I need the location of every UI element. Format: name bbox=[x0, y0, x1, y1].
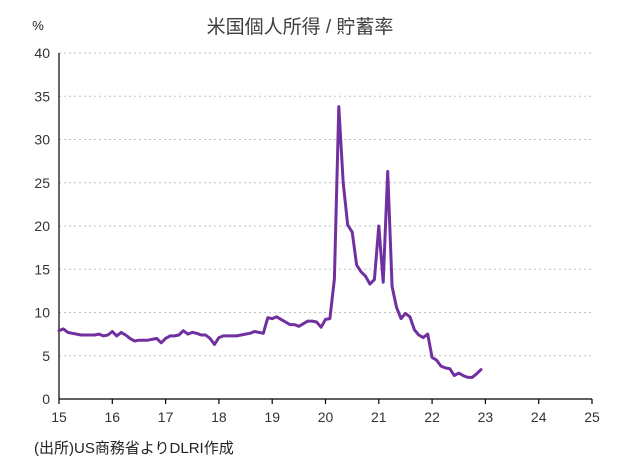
axes bbox=[58, 53, 593, 404]
x-tick-label: 21 bbox=[371, 409, 387, 425]
series bbox=[57, 105, 483, 379]
x-tick-label: 24 bbox=[531, 409, 547, 425]
y-tick-label: 25 bbox=[34, 175, 50, 191]
x-tick-label: 18 bbox=[211, 409, 227, 425]
x-tick-label: 15 bbox=[51, 409, 67, 425]
y-tick-label: 5 bbox=[42, 348, 50, 364]
x-tick-label: 20 bbox=[318, 409, 334, 425]
y-tick-label: 0 bbox=[42, 391, 50, 407]
x-tick-label: 25 bbox=[584, 409, 600, 425]
y-tick-label: 10 bbox=[34, 305, 50, 321]
x-tick-labels: 15 16 17 18 19 20 21 22 23 24 25 bbox=[51, 409, 600, 425]
chart-title: 米国個人所得 / 貯蓄率 bbox=[207, 16, 394, 38]
y-tick-label: 35 bbox=[34, 88, 50, 104]
x-tick-label: 16 bbox=[105, 409, 121, 425]
y-unit-label: % bbox=[32, 18, 44, 33]
y-tick-label: 30 bbox=[34, 132, 50, 148]
y-tick-label: 20 bbox=[34, 218, 50, 234]
y-tick-label: 15 bbox=[34, 261, 50, 277]
source-note: (出所)US商務省よりDLRI作成 bbox=[34, 440, 234, 457]
grid bbox=[59, 52, 592, 357]
y-tick-labels: 0 5 10 15 20 25 30 35 40 bbox=[34, 45, 50, 407]
x-tick-label: 23 bbox=[478, 409, 494, 425]
y-tick-label: 40 bbox=[34, 45, 50, 61]
x-tick-label: 19 bbox=[264, 409, 280, 425]
x-tick-label: 22 bbox=[424, 409, 440, 425]
savings-rate-line bbox=[57, 105, 483, 379]
x-tick-label: 17 bbox=[158, 409, 174, 425]
